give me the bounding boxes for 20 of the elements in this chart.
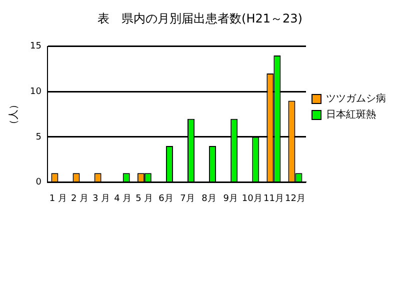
x-tick-label: 1 月 [49, 194, 68, 204]
chart-title: 表 県内の月別届出患者数(H21～23) [98, 11, 302, 26]
x-tick-label: 8月 [202, 194, 216, 204]
x-tick-label: 9月 [223, 194, 238, 204]
y-axis-title: （人） [8, 99, 20, 130]
legend-label: 日本紅斑熱 [326, 108, 376, 121]
x-tick-label: 2 月 [70, 194, 89, 204]
y-tick-label: 10 [30, 87, 42, 98]
y-tick-label: 15 [30, 42, 42, 52]
x-tick-label: 10月 [242, 194, 262, 204]
y-tick-label: 5 [36, 132, 42, 142]
y-tick-label: 0 [36, 178, 42, 188]
x-tick-label: 12月 [285, 194, 306, 204]
legend-label: ツツガムシ病 [326, 92, 386, 105]
x-tick-label: 4 月 [114, 194, 132, 204]
x-tick-label: 7月 [180, 194, 195, 204]
x-tick-label: 11月 [263, 194, 284, 204]
x-tick-label: 6月 [158, 194, 174, 204]
x-tick-label: 3 月 [92, 194, 110, 204]
x-tick-label: 5 月 [136, 194, 154, 204]
